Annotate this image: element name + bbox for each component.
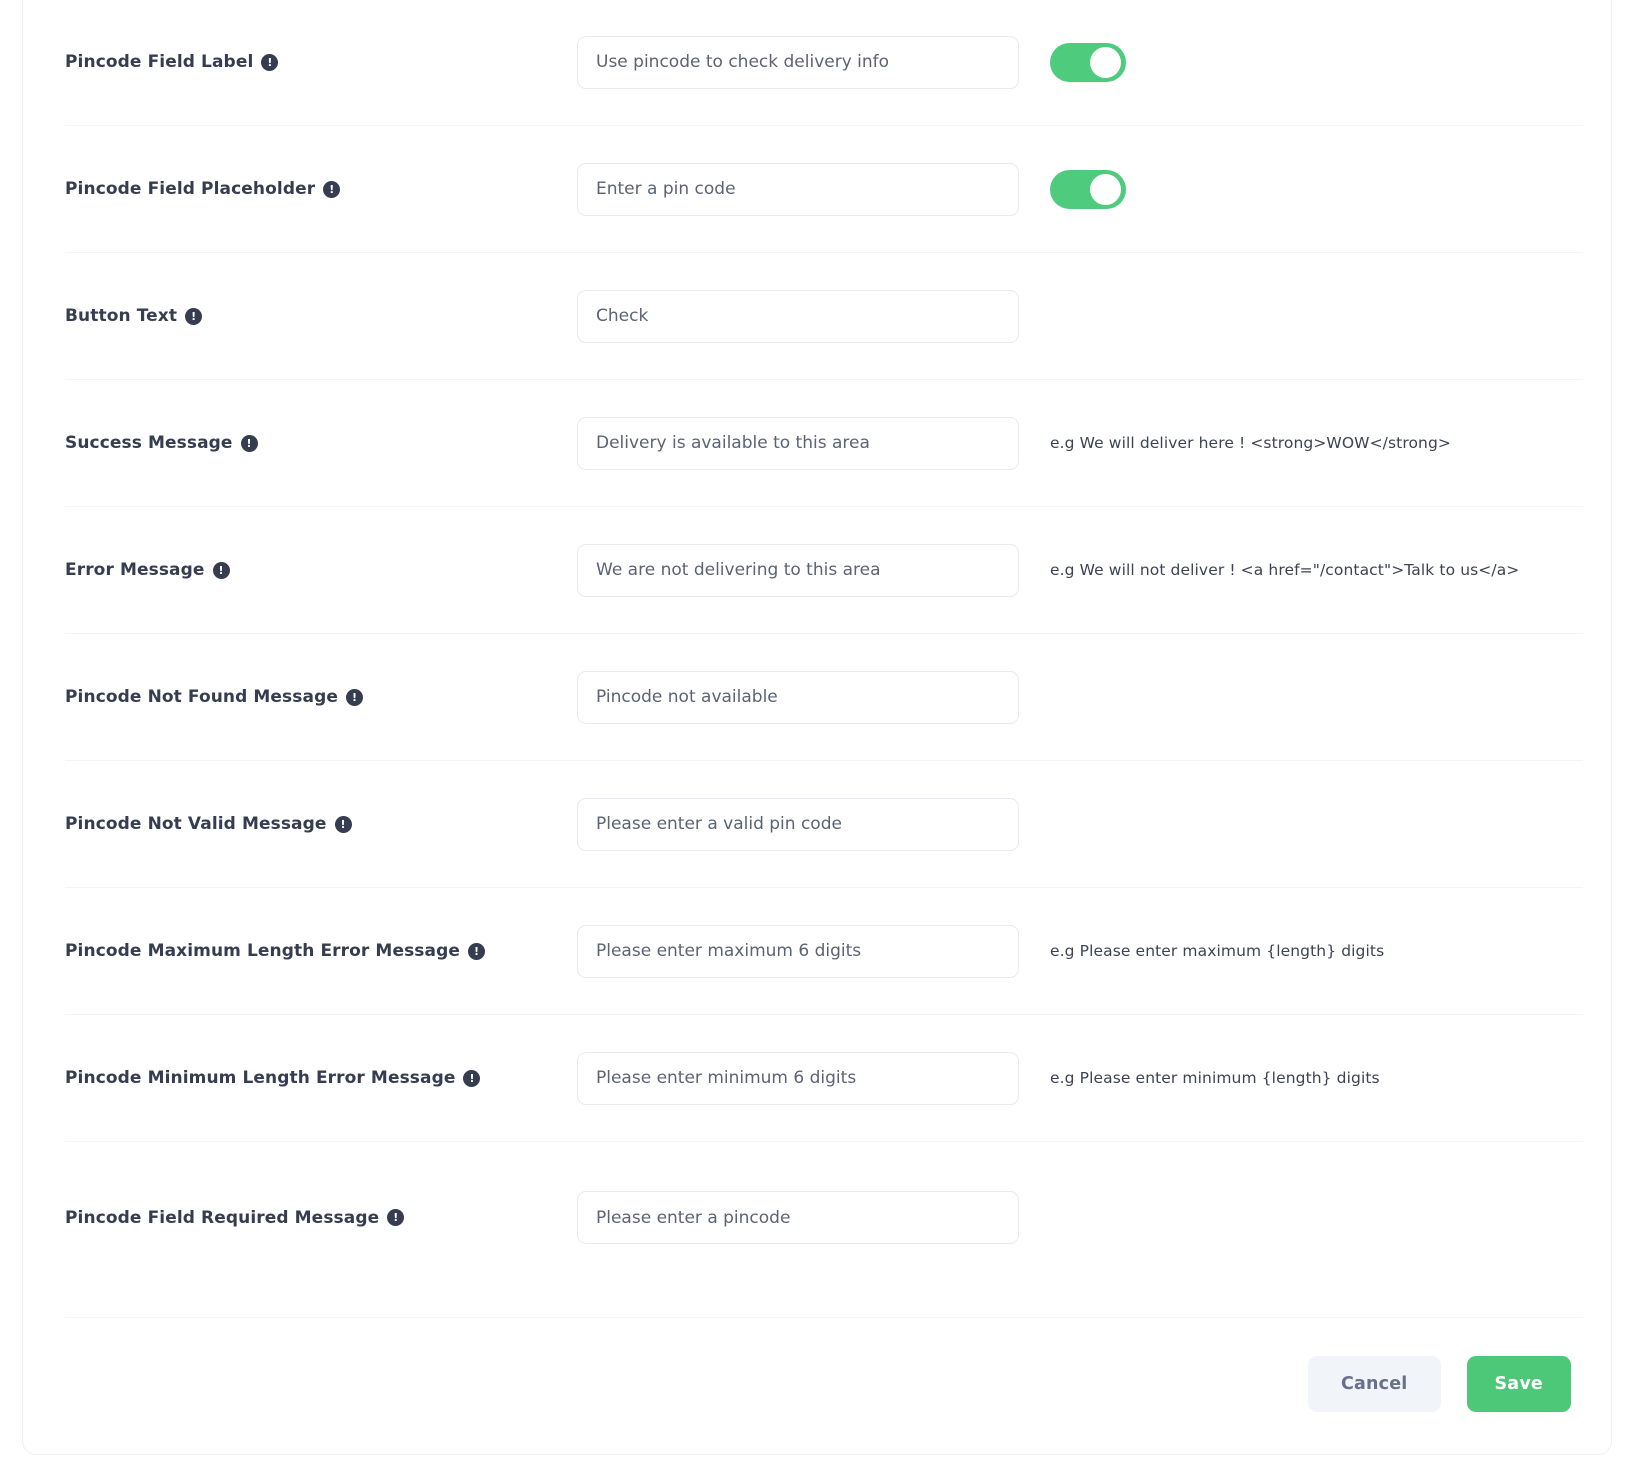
- input-cell: [577, 797, 1019, 851]
- save-button[interactable]: Save: [1466, 1356, 1571, 1412]
- label-cell: Pincode Field Label !: [65, 52, 577, 72]
- field-label: Pincode Field Label: [65, 52, 254, 72]
- settings-card: Pincode Field Label ! Pincode Field Plac…: [22, 0, 1612, 1455]
- row-success-message: Success Message ! e.g We will deliver he…: [65, 380, 1583, 507]
- label-cell: Pincode Field Placeholder !: [65, 179, 577, 199]
- input-cell: [577, 670, 1019, 724]
- input-cell: [577, 1051, 1019, 1105]
- pincode-min-length-hint: e.g Please enter minimum {length} digits: [1050, 1069, 1380, 1087]
- button-text-input[interactable]: [577, 289, 1019, 343]
- row-pincode-min-length: Pincode Minimum Length Error Message ! e…: [65, 1015, 1583, 1142]
- right-cell: e.g Please enter minimum {length} digits: [1050, 1069, 1583, 1087]
- toggle-knob: [1090, 46, 1121, 78]
- row-pincode-not-valid: Pincode Not Valid Message !: [65, 761, 1583, 888]
- input-cell: [577, 162, 1019, 216]
- info-icon[interactable]: !: [261, 53, 279, 71]
- pincode-max-length-error-input[interactable]: [577, 924, 1019, 978]
- field-label: Button Text: [65, 306, 178, 326]
- cancel-button[interactable]: Cancel: [1307, 1356, 1441, 1412]
- label-cell: Error Message !: [65, 560, 577, 580]
- info-icon[interactable]: !: [323, 180, 341, 198]
- info-icon[interactable]: !: [463, 1069, 481, 1087]
- pincode-field-required-message-input[interactable]: [577, 1191, 1019, 1244]
- info-icon[interactable]: !: [345, 688, 363, 706]
- row-button-text: Button Text !: [65, 253, 1583, 380]
- input-cell: [577, 924, 1019, 978]
- pincode-max-length-hint: e.g Please enter maximum {length} digits: [1050, 942, 1385, 960]
- right-cell: [1050, 42, 1583, 82]
- right-cell: [1050, 169, 1583, 209]
- field-label: Pincode Not Found Message: [65, 687, 338, 707]
- pincode-not-found-message-input[interactable]: [577, 670, 1019, 724]
- row-pincode-field-label: Pincode Field Label !: [65, 0, 1583, 126]
- right-cell: e.g We will not deliver ! <a href="/cont…: [1050, 561, 1583, 579]
- input-cell: [577, 416, 1019, 470]
- error-message-hint: e.g We will not deliver ! <a href="/cont…: [1050, 561, 1520, 579]
- pincode-min-length-error-input[interactable]: [577, 1051, 1019, 1105]
- pincode-field-placeholder-toggle[interactable]: [1050, 169, 1126, 209]
- toggle-knob: [1090, 173, 1121, 205]
- info-icon[interactable]: !: [240, 434, 258, 452]
- input-cell: [577, 1191, 1019, 1244]
- info-icon[interactable]: !: [334, 815, 352, 833]
- row-pincode-field-required: Pincode Field Required Message !: [65, 1142, 1583, 1318]
- right-cell: e.g We will deliver here ! <strong>WOW</…: [1050, 434, 1583, 452]
- pincode-not-valid-message-input[interactable]: [577, 797, 1019, 851]
- info-icon[interactable]: !: [212, 561, 230, 579]
- success-message-input[interactable]: [577, 416, 1019, 470]
- success-message-hint: e.g We will deliver here ! <strong>WOW</…: [1050, 434, 1452, 452]
- label-cell: Success Message !: [65, 433, 577, 453]
- row-pincode-field-placeholder: Pincode Field Placeholder !: [65, 126, 1583, 253]
- pincode-field-label-input[interactable]: [577, 35, 1019, 89]
- row-pincode-not-found: Pincode Not Found Message !: [65, 634, 1583, 761]
- form-footer: Cancel Save: [65, 1318, 1583, 1454]
- pincode-field-placeholder-input[interactable]: [577, 162, 1019, 216]
- field-label: Pincode Field Placeholder: [65, 179, 316, 199]
- label-cell: Pincode Not Found Message !: [65, 687, 577, 707]
- field-label: Pincode Minimum Length Error Message: [65, 1068, 456, 1088]
- info-icon[interactable]: !: [468, 942, 485, 960]
- input-cell: [577, 543, 1019, 597]
- input-cell: [577, 35, 1019, 89]
- label-cell: Pincode Not Valid Message !: [65, 814, 577, 834]
- row-error-message: Error Message ! e.g We will not deliver …: [65, 507, 1583, 634]
- label-cell: Pincode Minimum Length Error Message !: [65, 1068, 577, 1088]
- label-cell: Button Text !: [65, 306, 577, 326]
- field-label: Error Message: [65, 560, 205, 580]
- field-label: Pincode Field Required Message: [65, 1207, 380, 1228]
- row-pincode-max-length: Pincode Maximum Length Error Message ! e…: [65, 888, 1583, 1015]
- label-cell: Pincode Field Required Message !: [65, 1208, 577, 1228]
- field-label: Success Message: [65, 433, 233, 453]
- label-cell: Pincode Maximum Length Error Message !: [65, 941, 577, 961]
- field-label: Pincode Maximum Length Error Message: [65, 941, 460, 961]
- info-icon[interactable]: !: [185, 307, 203, 325]
- field-label: Pincode Not Valid Message: [65, 814, 327, 834]
- right-cell: e.g Please enter maximum {length} digits: [1050, 942, 1583, 960]
- error-message-input[interactable]: [577, 543, 1019, 597]
- info-icon[interactable]: !: [387, 1209, 405, 1226]
- input-cell: [577, 289, 1019, 343]
- pincode-field-label-toggle[interactable]: [1050, 42, 1126, 82]
